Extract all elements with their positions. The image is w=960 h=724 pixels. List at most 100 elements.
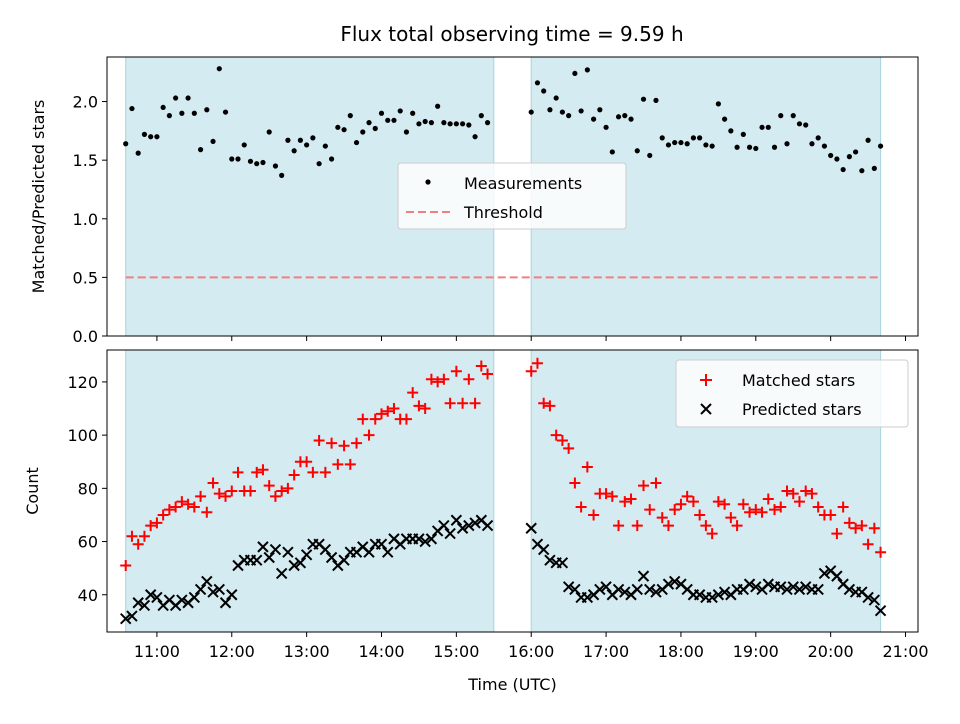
measurement-point bbox=[160, 104, 166, 111]
predicted-stars-point bbox=[569, 583, 581, 596]
measurement-point bbox=[335, 124, 341, 130]
matched-stars-point bbox=[232, 466, 244, 478]
predicted-stars-point bbox=[594, 583, 606, 596]
matched-stars-point bbox=[195, 490, 207, 502]
predicted-stars-point bbox=[176, 594, 188, 606]
measurement-point bbox=[709, 143, 715, 149]
predicted-stars-point bbox=[151, 591, 163, 604]
matched-stars-point bbox=[201, 506, 213, 518]
predicted-stars-point bbox=[556, 557, 569, 569]
matched-stars-point bbox=[800, 485, 812, 497]
measurement-point bbox=[784, 141, 790, 147]
legend-marker bbox=[425, 179, 431, 185]
matched-stars-point bbox=[625, 493, 637, 505]
matched-stars-point bbox=[263, 480, 275, 492]
matched-stars-point bbox=[188, 501, 200, 513]
legend: Measurements Threshold bbox=[397, 162, 627, 230]
measurement-point bbox=[871, 165, 877, 171]
measurement-point bbox=[241, 142, 247, 148]
shaded-interval-1 bbox=[125, 349, 495, 633]
y-tick-label: 0.0 bbox=[73, 327, 98, 346]
measurement-point bbox=[141, 131, 148, 137]
matched-stars-point bbox=[812, 501, 824, 513]
bottom-panel: 40 60 80 100 120 11:00 12:00 13:00 14:00 15:00 16:… bbox=[23, 349, 929, 694]
measurement-point bbox=[628, 116, 634, 122]
measurement-point bbox=[129, 105, 135, 112]
predicted-stars-point bbox=[712, 589, 725, 601]
measurement-point bbox=[746, 144, 753, 150]
matched-stars-point bbox=[226, 485, 238, 497]
measurement-point bbox=[441, 120, 447, 126]
matched-stars-point bbox=[244, 485, 256, 497]
measurement-point bbox=[734, 144, 740, 150]
predicted-stars-point bbox=[718, 586, 731, 598]
measurement-point bbox=[272, 163, 279, 169]
matched-stars-point bbox=[675, 498, 687, 510]
matched-stars-point bbox=[563, 442, 575, 454]
legend-label: Measurements bbox=[464, 174, 582, 193]
measurement-point bbox=[640, 96, 647, 102]
measurement-point bbox=[135, 150, 141, 156]
predicted-stars-point bbox=[207, 586, 219, 598]
matched-stars-point bbox=[868, 522, 880, 534]
matched-stars-point bbox=[213, 488, 225, 500]
matched-stars-point bbox=[706, 528, 718, 540]
matched-stars-point bbox=[400, 413, 412, 425]
matched-stars-point bbox=[825, 509, 837, 521]
matched-stars-point bbox=[307, 466, 319, 478]
measurement-point bbox=[372, 125, 378, 132]
matched-stars-point bbox=[600, 488, 612, 500]
measurement-point bbox=[391, 117, 397, 123]
measurement-point bbox=[478, 113, 484, 119]
measurement-point bbox=[796, 121, 803, 127]
matched-stars-point bbox=[638, 480, 650, 492]
matched-stars-point bbox=[700, 520, 712, 532]
measurement-point bbox=[603, 124, 609, 130]
measurement-point bbox=[304, 142, 310, 148]
measurement-point bbox=[210, 138, 216, 145]
matched-stars-point bbox=[469, 397, 481, 409]
predicted-stars-point bbox=[456, 522, 469, 534]
predicted-stars-point bbox=[413, 533, 425, 545]
measurement-point bbox=[347, 113, 353, 119]
predicted-stars-point bbox=[282, 546, 294, 558]
matched-stars-point bbox=[712, 496, 724, 508]
predicted-stars-point bbox=[201, 575, 213, 588]
measurement-point bbox=[740, 131, 746, 137]
measurement-point bbox=[422, 118, 428, 125]
matched-stars-point bbox=[276, 485, 288, 497]
x-tick-label: 11:00 bbox=[134, 642, 180, 661]
matched-stars-point bbox=[269, 490, 281, 502]
matched-stars-point bbox=[694, 509, 706, 521]
matched-stars-point bbox=[662, 520, 674, 532]
measurement-point bbox=[815, 135, 821, 141]
measurement-point bbox=[678, 139, 684, 146]
matched-stars-point bbox=[332, 458, 344, 470]
measurement-point bbox=[185, 95, 191, 101]
matched-stars-point bbox=[725, 512, 737, 524]
measurement-point bbox=[665, 142, 672, 148]
predicted-stars-point bbox=[693, 589, 706, 601]
predicted-stars-point bbox=[469, 517, 481, 529]
measurement-point bbox=[566, 113, 572, 119]
matched-stars-point bbox=[357, 413, 369, 425]
measurement-point bbox=[759, 124, 765, 130]
measurement-point bbox=[865, 137, 871, 143]
matched-stars-point bbox=[631, 520, 643, 532]
y-axis-label: Matched/Predicted stars bbox=[29, 100, 48, 294]
matched-stars-point bbox=[257, 464, 269, 476]
measurement-point bbox=[328, 156, 335, 162]
predicted-stars-point bbox=[213, 583, 225, 596]
predicted-stars-point bbox=[363, 546, 375, 558]
x-axis-label: Time (UTC) bbox=[467, 675, 556, 694]
measurement-point bbox=[803, 122, 809, 128]
matched-stars-point bbox=[319, 466, 331, 478]
measurement-point bbox=[173, 95, 179, 101]
measurement-point bbox=[191, 110, 197, 116]
matched-stars-point bbox=[644, 504, 656, 516]
predicted-stars-point bbox=[288, 559, 300, 572]
measurement-point bbox=[179, 110, 185, 116]
measurement-point bbox=[322, 143, 328, 149]
predicted-stars-point bbox=[600, 581, 612, 593]
measurement-point bbox=[466, 122, 472, 128]
